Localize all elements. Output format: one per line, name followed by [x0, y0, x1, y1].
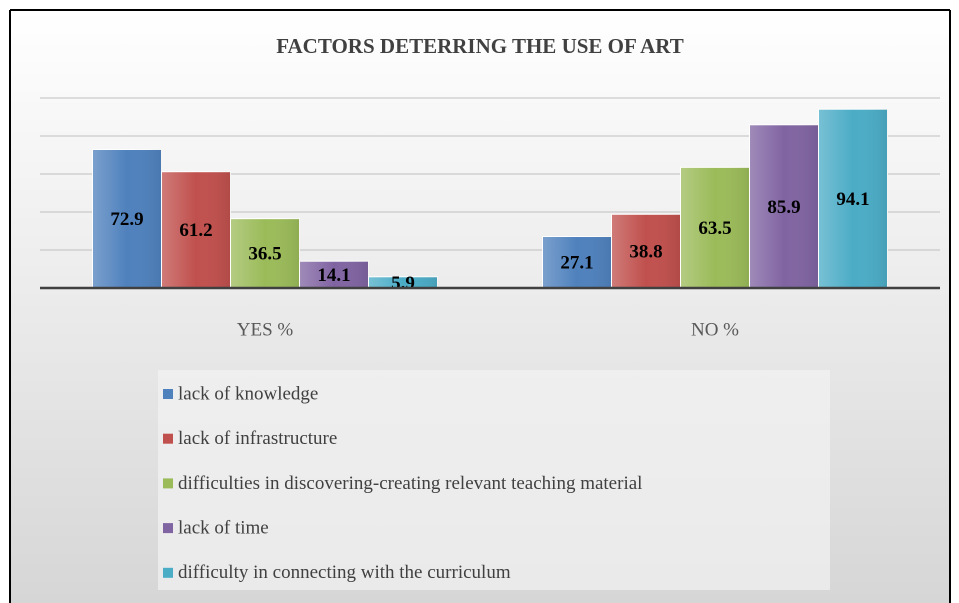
legend-swatch: [163, 523, 173, 534]
legend-swatch: [163, 567, 173, 578]
data-label: 38.8: [629, 241, 662, 262]
data-label: 14.1: [317, 265, 350, 286]
legend-label: difficulties in discovering-creating rel…: [178, 473, 642, 494]
data-label: 61.2: [179, 220, 212, 241]
data-label: 36.5: [248, 244, 281, 265]
data-label: 5.9: [391, 273, 415, 294]
chart-title: FACTORS DETERRING THE USE OF ART: [276, 34, 684, 58]
legend-swatch: [163, 478, 173, 489]
x-tick-label: YES %: [237, 319, 294, 340]
x-tick-label: NO %: [691, 319, 739, 340]
data-label: 85.9: [767, 197, 800, 218]
legend-label: difficulty in connecting with the curric…: [178, 562, 511, 583]
data-label: 72.9: [110, 209, 143, 230]
data-label: 94.1: [836, 189, 869, 210]
legend-swatch: [163, 433, 173, 444]
legend-box: [158, 370, 830, 590]
legend-label: lack of time: [178, 517, 269, 538]
data-label: 27.1: [560, 253, 593, 274]
data-label: 63.5: [698, 218, 731, 239]
legend-label: lack of infrastructure: [178, 428, 337, 449]
legend-swatch: [163, 389, 173, 399]
legend-label: lack of knowledge: [178, 383, 318, 404]
